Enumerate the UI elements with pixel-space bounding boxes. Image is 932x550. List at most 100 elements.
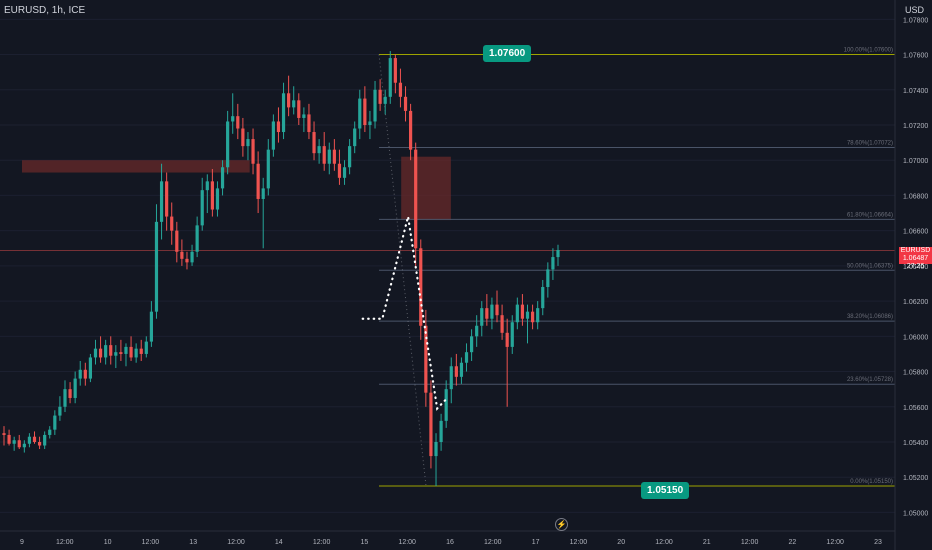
candle-body	[541, 287, 545, 309]
price-tick-label: 1.07800	[903, 17, 928, 24]
candle-body	[393, 58, 397, 83]
candle-body	[17, 440, 21, 448]
candle-body	[505, 332, 509, 347]
candle-body	[139, 348, 143, 354]
symbol-title[interactable]: EURUSD, 1h, ICE	[4, 5, 86, 16]
candle-body	[358, 98, 362, 129]
candle-body	[266, 149, 270, 189]
candle-body	[515, 304, 519, 323]
candle-body	[480, 308, 484, 326]
candle-body	[546, 269, 550, 288]
candle-body	[114, 352, 118, 356]
fibonacci-retracement[interactable]: 100.00%(1.07600) 78.60%(1.07072) 61.80%(1.…	[378, 48, 895, 487]
fib-level-label: 23.60%(1.05728)	[847, 377, 893, 383]
candle-body	[348, 146, 352, 168]
candle-body	[530, 311, 535, 323]
fib-level-label: 50.00%(1.06375)	[847, 263, 893, 269]
candle-body	[27, 436, 32, 444]
time-tick-label: 15	[361, 539, 369, 546]
price-tick-label: 1.05600	[903, 405, 928, 412]
candle-body	[241, 128, 245, 147]
candle-body	[2, 433, 6, 435]
fib-level-label: 61.80%(1.06664)	[847, 212, 893, 218]
candle-body	[165, 181, 169, 217]
candle-body	[287, 93, 291, 108]
current-price-countdown: 27:26	[906, 263, 925, 270]
candle-body	[302, 114, 306, 118]
price-tick-label: 1.07000	[903, 158, 928, 165]
candle-body	[73, 378, 77, 398]
candle-body	[256, 163, 260, 199]
candle-body	[185, 258, 189, 263]
candle-body	[98, 348, 103, 358]
candle-body	[409, 110, 413, 150]
candle-series	[2, 51, 560, 487]
time-tick-label: 22	[789, 539, 797, 546]
candle-body	[276, 121, 281, 133]
time-tick-label: 10	[104, 539, 112, 546]
time-tick-label: 12:00	[570, 539, 588, 546]
candle-body	[78, 369, 82, 379]
candle-body	[464, 352, 469, 363]
candle-body	[119, 352, 123, 354]
candle-body	[500, 315, 504, 333]
price-tick-label: 1.07400	[903, 88, 928, 95]
candle-body	[104, 345, 108, 358]
candle-body	[454, 366, 458, 377]
projection-path[interactable]	[361, 216, 447, 411]
candle-body	[322, 146, 326, 164]
candle-body	[231, 116, 235, 122]
candle-body	[190, 251, 194, 263]
candle-body	[439, 420, 443, 442]
current-price-tag: EURUSD 1.06487 27:26	[899, 247, 932, 270]
price-tick-label: 1.06000	[903, 334, 928, 341]
price-tick-label: 1.06800	[903, 193, 928, 200]
candle-body	[510, 322, 514, 347]
fib-trend-line	[378, 54, 427, 487]
candle-body	[551, 257, 555, 270]
candle-body	[475, 325, 479, 337]
candle-body	[134, 348, 138, 358]
candle-body	[210, 181, 214, 210]
candle-body	[327, 149, 331, 164]
candle-body	[403, 96, 408, 111]
candle-body	[271, 121, 275, 150]
candle-body	[485, 308, 489, 319]
fib-level-label: 0.00%(1.05150)	[850, 479, 893, 485]
candle-body	[342, 167, 347, 178]
candle-body	[383, 96, 387, 104]
price-tick-label: 1.05200	[903, 475, 928, 482]
time-tick-label: 13	[189, 539, 197, 546]
candle-body	[246, 139, 250, 147]
price-tick-label: 1.07200	[903, 123, 928, 130]
candle-body	[154, 221, 159, 312]
candle-body	[368, 121, 372, 125]
candle-body	[159, 181, 164, 222]
candle-body	[215, 188, 220, 210]
lightning-icon[interactable]: ⚡	[555, 518, 568, 531]
candle-body	[144, 341, 148, 354]
candle-body	[170, 216, 174, 231]
time-tick-label: 16	[446, 539, 454, 546]
projection-dotted-path	[361, 216, 447, 411]
candle-body	[43, 434, 47, 446]
candle-body	[429, 392, 433, 457]
supply-zones	[22, 156, 451, 221]
candle-body	[307, 114, 311, 133]
candle-body	[83, 369, 87, 379]
candle-body	[32, 436, 37, 442]
candle-body	[261, 188, 265, 199]
price-tick-label: 1.05400	[903, 440, 928, 447]
current-price-symbol: EURUSD	[900, 247, 931, 254]
time-tick-label: 12:00	[398, 539, 416, 546]
low-price-label: 1.05150	[641, 482, 690, 499]
fib-level-label: 100.00%(1.07600)	[844, 48, 893, 54]
candle-body	[353, 128, 357, 147]
candle-body	[469, 336, 474, 353]
time-tick-label: 9	[20, 539, 24, 546]
candle-body	[378, 89, 382, 104]
time-tick-label: 12:00	[56, 539, 74, 546]
high-price-label: 1.07600	[483, 45, 532, 62]
